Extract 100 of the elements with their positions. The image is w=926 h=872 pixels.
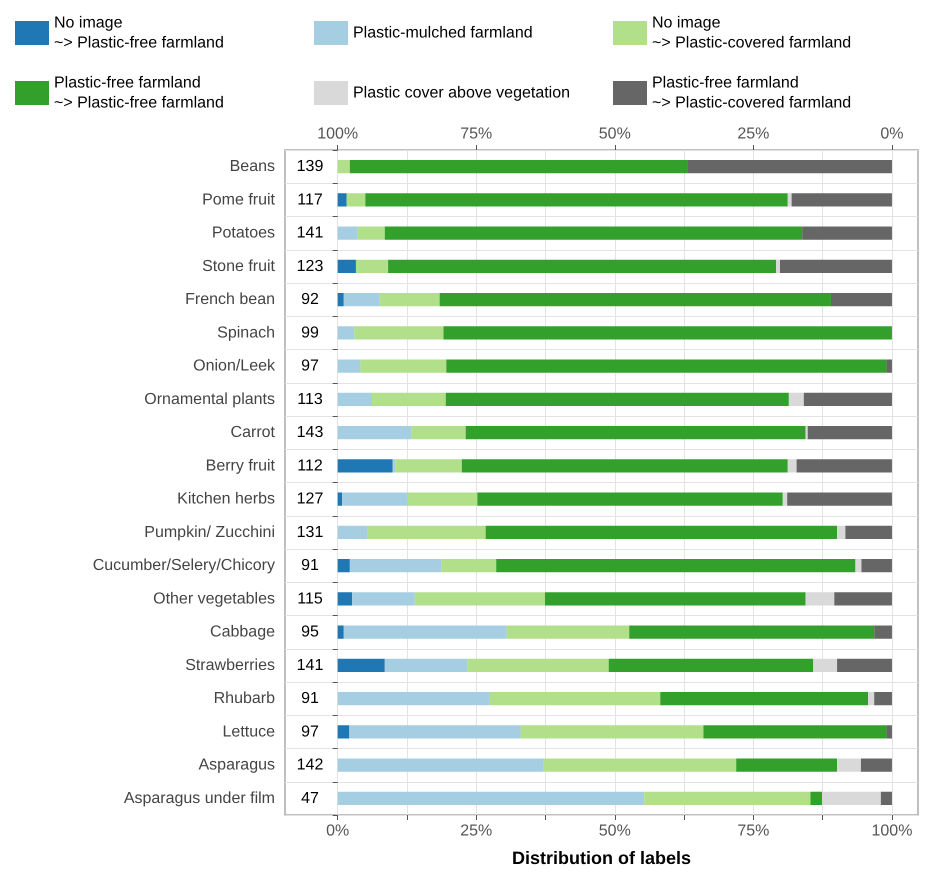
bar	[796, 459, 892, 473]
bar	[830, 292, 892, 306]
bar	[845, 526, 892, 540]
y-tick-label: Pumpkin/ Zucchini	[144, 524, 275, 541]
bar	[392, 459, 396, 473]
bar	[544, 758, 736, 772]
y-tick-label: Other vegetables	[153, 590, 275, 608]
annotation: 127	[296, 490, 324, 508]
bar	[486, 526, 838, 540]
annotation: 142	[296, 756, 324, 774]
annotation: 113	[297, 390, 323, 408]
bar	[780, 260, 892, 274]
y-tick-label: Carrot	[230, 424, 276, 442]
bar	[834, 592, 892, 606]
y-tick-label: Pome fruit	[202, 191, 276, 208]
bar	[338, 459, 393, 473]
x2-tick-label: 100%	[317, 126, 358, 142]
bar	[338, 426, 412, 440]
legend-label: Plastic-mulched farmland	[353, 24, 533, 42]
y-tick-label: Beans	[230, 158, 275, 176]
y-tick-label: Rhubarb	[214, 690, 276, 708]
bar	[350, 558, 442, 572]
bar	[788, 392, 804, 406]
annotation: 141	[296, 224, 324, 242]
annotation: 97	[301, 723, 319, 740]
annotation: 95	[301, 624, 319, 641]
annotation: 47	[301, 790, 319, 807]
bar	[338, 392, 372, 406]
bar	[874, 692, 892, 706]
bar	[338, 692, 490, 706]
bar	[810, 792, 822, 806]
bar	[467, 658, 609, 672]
annotation: 92	[301, 291, 319, 308]
bar	[868, 692, 874, 706]
y-tick-label: Asparagus	[198, 756, 275, 774]
annotation: 99	[301, 324, 319, 342]
bar	[338, 558, 350, 572]
annotation: 141	[296, 656, 324, 674]
bar	[788, 193, 792, 207]
bar	[338, 160, 350, 174]
bar	[788, 459, 797, 473]
bar	[837, 658, 892, 672]
bar	[608, 658, 814, 672]
bar	[408, 492, 478, 506]
y-tick-label: Stone fruit	[202, 258, 276, 275]
y-tick-label: Cabbage	[210, 624, 276, 641]
bar	[804, 392, 892, 406]
bar	[395, 459, 462, 473]
bar	[344, 625, 507, 639]
bar	[886, 359, 892, 373]
x-tick-label: 50%	[598, 822, 631, 840]
bar	[354, 326, 444, 340]
bar	[350, 160, 688, 174]
bar	[688, 160, 892, 174]
bar	[660, 692, 868, 706]
y-tick-label: Ornamental plants	[144, 390, 275, 408]
x2-tick-label: 0%	[880, 126, 904, 142]
legend-label: No image ~> Plastic-free farmland	[54, 14, 224, 52]
annotation: 97	[301, 358, 319, 375]
bar	[808, 426, 892, 440]
bar	[496, 558, 856, 572]
bar	[338, 193, 347, 207]
bar	[544, 592, 806, 606]
bar	[372, 392, 446, 406]
bar	[776, 260, 780, 274]
bar	[338, 326, 354, 340]
bar	[411, 426, 466, 440]
x-tick-label: 25%	[460, 822, 492, 840]
bar	[367, 526, 486, 540]
bar	[338, 592, 352, 606]
y-tick-label: Spinach	[217, 324, 275, 342]
x-tick-label: 0%	[326, 822, 350, 840]
bar	[629, 625, 874, 639]
bar	[886, 725, 892, 739]
x2-tick-label: 50%	[598, 126, 631, 142]
y-tick-label: Asparagus under film	[124, 790, 275, 807]
y-tick-label: Lettuce	[222, 723, 276, 740]
bar	[462, 459, 788, 473]
legend-label: No image ~> Plastic-covered farmland	[652, 14, 852, 52]
x-axis-title: Distribution of labels	[512, 848, 692, 868]
bar	[344, 292, 380, 306]
bar	[874, 625, 892, 639]
bar	[792, 193, 892, 207]
bar	[365, 193, 788, 207]
bar	[855, 558, 862, 572]
bar	[490, 692, 660, 706]
bar	[736, 758, 838, 772]
bar	[338, 359, 360, 373]
annotation: 143	[296, 424, 324, 442]
bar	[520, 725, 704, 739]
bar	[384, 226, 802, 240]
bar	[782, 492, 788, 506]
annotation: 91	[301, 557, 319, 574]
bar	[466, 426, 806, 440]
bar	[338, 226, 358, 240]
bar	[446, 392, 789, 406]
bar	[440, 292, 831, 306]
bar	[644, 792, 810, 806]
bar	[837, 526, 846, 540]
y-tick-label: Kitchen herbs	[177, 490, 275, 508]
